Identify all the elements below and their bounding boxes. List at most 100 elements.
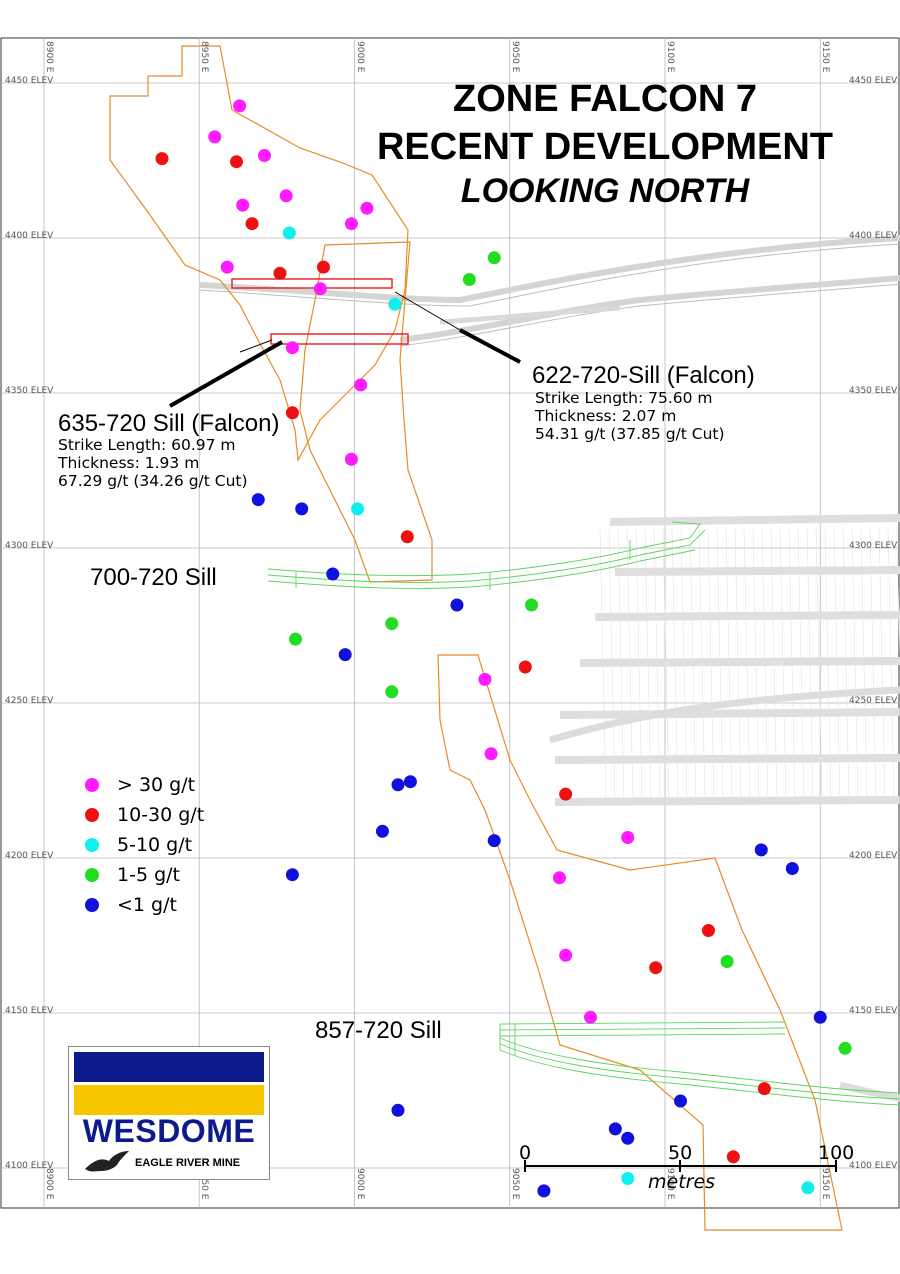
sample-point — [487, 251, 501, 265]
easting-label: 8900 E — [44, 41, 54, 73]
raise-line — [887, 527, 895, 801]
logo-yellow-band — [74, 1085, 264, 1115]
elevation-label: 4400 ELEV — [849, 231, 898, 241]
sample-point — [537, 1184, 551, 1198]
sample-points — [155, 99, 852, 1198]
sill-622-name: 622-720-Sill (Falcon) — [532, 362, 755, 389]
sample-point — [478, 672, 492, 686]
sample-point — [344, 217, 358, 231]
raise-line — [644, 527, 652, 801]
sample-point — [295, 502, 309, 516]
raise-line — [806, 527, 814, 801]
raise-line — [653, 527, 661, 801]
raise-line — [779, 527, 787, 801]
sample-point — [385, 685, 399, 699]
legend-item: 5-10 g/t — [85, 830, 204, 860]
sample-point — [621, 1131, 635, 1145]
sill-700-name: 700-720 Sill — [90, 564, 217, 591]
sample-point — [313, 282, 327, 296]
grade-legend: > 30 g/t 10-30 g/t 5-10 g/t 1-5 g/t <1 g… — [85, 770, 204, 920]
sample-point — [674, 1094, 688, 1108]
raise-line — [851, 527, 859, 801]
sample-point — [233, 99, 247, 113]
elevation-label: 4250 ELEV — [5, 696, 54, 706]
sample-point — [649, 961, 663, 975]
raise-line — [635, 527, 643, 801]
sample-point — [552, 871, 566, 885]
sill-622-grade: 54.31 g/t (37.85 g/t Cut) — [535, 425, 725, 443]
raise-line — [626, 527, 634, 801]
leader-635-thin — [239, 339, 273, 353]
elevation-label: 4450 ELEV — [849, 76, 898, 86]
sample-point — [608, 1122, 622, 1136]
elevation-label: 4200 ELEV — [5, 851, 54, 861]
sample-point — [285, 341, 299, 355]
elevation-label: 4450 ELEV — [5, 76, 54, 86]
legend-item: 10-30 g/t — [85, 800, 204, 830]
legend-label: 10-30 g/t — [117, 804, 205, 826]
map-title-line2: RECENT DEVELOPMENT — [376, 126, 834, 168]
sample-point — [757, 1082, 771, 1096]
vertical-raises — [599, 527, 900, 801]
legend-swatch — [85, 808, 99, 822]
sample-point — [208, 130, 222, 144]
sample-point — [559, 787, 573, 801]
legend-swatch — [85, 778, 99, 792]
sample-point — [257, 149, 271, 162]
easting-label: 9000 E — [354, 1168, 365, 1200]
sample-point — [583, 1010, 597, 1024]
easting-label: 9050 E — [509, 41, 520, 73]
sample-point — [813, 1010, 827, 1024]
raise-line — [860, 527, 868, 801]
raise-line — [842, 527, 850, 801]
scale-bar — [524, 1160, 837, 1172]
sample-point — [155, 152, 169, 166]
legend-label: <1 g/t — [117, 894, 177, 916]
sample-point — [285, 868, 299, 882]
easting-label: 9150 E — [820, 41, 831, 73]
scale-unit: metres — [648, 1171, 716, 1193]
sample-point — [391, 778, 405, 792]
sample-point — [385, 617, 399, 631]
sill-635-grade: 67.29 g/t (34.26 g/t Cut) — [58, 472, 248, 490]
sample-point — [726, 1150, 740, 1164]
sample-point — [559, 948, 573, 962]
easting-label: 9000 E — [354, 41, 365, 73]
sample-point — [785, 862, 799, 875]
sample-point — [462, 273, 476, 286]
legend-swatch — [85, 838, 99, 852]
elevation-label: 4100 ELEV — [5, 1161, 54, 1171]
sample-point — [316, 260, 330, 274]
raise-line — [752, 527, 760, 801]
sample-point — [450, 598, 464, 612]
legend-swatch — [85, 868, 99, 882]
logo-company-name: WESDOME — [82, 1113, 256, 1149]
elevation-label: 4150 ELEV — [849, 1006, 898, 1016]
elevation-label: 4250 ELEV — [849, 696, 898, 706]
elevation-label: 4150 ELEV — [5, 1006, 54, 1016]
sample-point — [282, 226, 296, 240]
sample-point — [484, 747, 498, 761]
raise-line — [761, 527, 769, 801]
sample-point — [344, 452, 358, 466]
sample-point — [289, 632, 303, 646]
sample-point — [403, 775, 417, 789]
raise-line — [698, 527, 706, 801]
sill-622-strike: Strike Length: 75.60 m — [535, 389, 713, 407]
elevation-label: 4350 ELEV — [849, 386, 898, 396]
easting-label: 9150 E — [820, 1168, 831, 1200]
sample-point — [360, 201, 374, 215]
raise-line — [716, 527, 724, 801]
easting-label: 9050 E — [509, 1168, 520, 1200]
sample-point — [273, 266, 287, 280]
sill-635-name: 635-720 Sill (Falcon) — [58, 410, 280, 437]
raise-line — [770, 527, 778, 801]
map-title-line1: ZONE FALCON 7 — [452, 78, 758, 120]
sample-point — [391, 1103, 405, 1117]
elevation-label: 4300 ELEV — [849, 541, 898, 551]
sample-point — [245, 217, 259, 231]
easting-label: 8900 E — [44, 1168, 54, 1200]
raise-line — [896, 527, 900, 678]
sample-point — [285, 406, 299, 420]
